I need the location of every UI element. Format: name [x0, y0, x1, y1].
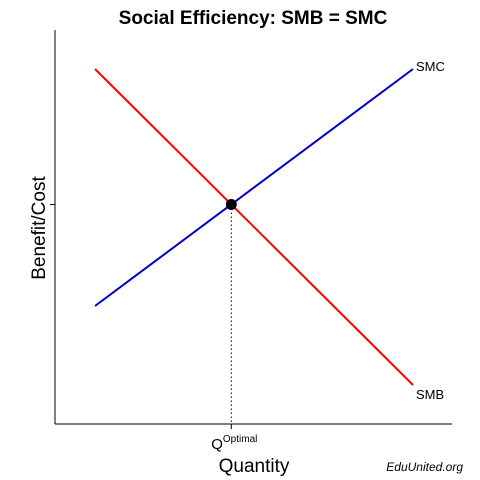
x-tick-main: Q — [211, 436, 223, 453]
x-tick-superscript: Optimal — [223, 434, 257, 445]
smb-label: SMB — [416, 387, 444, 402]
x-tick-label: QOptimal — [211, 434, 257, 453]
smc-label: SMC — [416, 59, 445, 74]
smb-curve — [94, 68, 414, 386]
equilibrium-point — [225, 199, 237, 210]
y-axis-label: Benefit/Cost — [29, 176, 50, 280]
smc-curve — [94, 68, 414, 307]
chart-title: Social Efficiency: SMB = SMC — [119, 8, 388, 29]
credit-text: EduUnited.org — [386, 460, 463, 474]
x-axis-label: Quantity — [219, 456, 290, 477]
